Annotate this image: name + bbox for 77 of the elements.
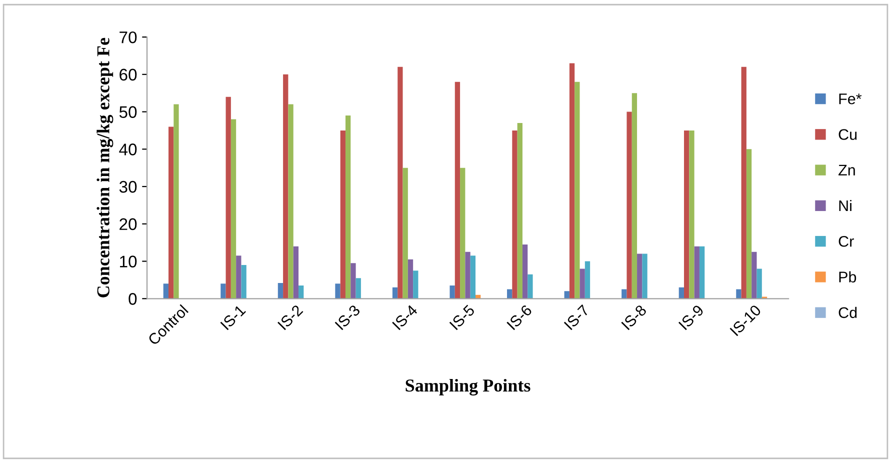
bar <box>340 130 346 299</box>
bar <box>564 291 570 299</box>
bar <box>746 149 752 299</box>
bar <box>699 246 705 299</box>
bar <box>752 252 757 299</box>
bar <box>392 287 398 299</box>
bar <box>642 254 648 299</box>
bar <box>335 284 340 299</box>
bar <box>402 168 408 299</box>
y-tick-label: 20 <box>120 218 137 230</box>
bar <box>450 286 455 299</box>
legend-label: Zn <box>838 164 855 176</box>
x-tick-label: IS-1 <box>220 304 246 330</box>
bar <box>288 104 294 299</box>
bar <box>632 93 638 299</box>
x-tick-label: IS-3 <box>334 304 361 330</box>
x-tick-label: IS-2 <box>277 304 304 330</box>
x-tick-label: IS-4 <box>392 304 418 330</box>
bar <box>460 168 466 299</box>
bar <box>398 66 403 299</box>
bar <box>356 278 361 299</box>
bar <box>470 256 476 299</box>
bar <box>168 126 174 299</box>
bar <box>236 256 242 299</box>
bar <box>278 282 284 299</box>
y-axis-title: Concentration in mg/kg except Fe <box>96 38 114 298</box>
x-tick-label: IS-9 <box>678 304 704 330</box>
bar <box>283 74 288 299</box>
bar <box>454 82 460 299</box>
bar <box>584 261 590 299</box>
bar <box>517 122 522 299</box>
bar <box>580 268 585 299</box>
bar <box>756 268 762 299</box>
y-tick-label: 50 <box>119 106 137 118</box>
bar <box>298 286 304 299</box>
x-tick-label: IS-6 <box>506 304 533 330</box>
x-axis-title: Sampling Points <box>406 378 530 396</box>
bar <box>465 252 470 299</box>
legend-label: Fe* <box>839 94 862 104</box>
y-tick-label: 0 <box>128 293 137 305</box>
bar <box>528 274 533 299</box>
bar <box>574 82 580 299</box>
bar <box>230 119 236 299</box>
y-tick-label: 70 <box>120 31 137 44</box>
bar <box>174 104 179 299</box>
legend-label: Pb <box>839 271 856 282</box>
legend-label: Cr <box>838 236 854 247</box>
legend-label: Cu <box>838 129 857 140</box>
x-tick-label: IS-8 <box>621 304 648 330</box>
legend-label: Ni <box>839 200 852 212</box>
bar <box>512 130 518 299</box>
legend-label: Cd <box>838 306 857 318</box>
bar <box>736 289 742 299</box>
bar <box>637 254 642 299</box>
x-tick-label: IS-5 <box>449 304 476 330</box>
bar <box>413 270 418 299</box>
bar <box>626 112 632 299</box>
bar <box>678 287 684 299</box>
bar <box>345 116 351 299</box>
bar <box>569 63 575 299</box>
y-tick-label: 10 <box>120 256 137 268</box>
y-tick-label: 40 <box>119 144 137 156</box>
bar <box>226 96 231 299</box>
bar <box>694 246 700 299</box>
bar <box>163 284 168 299</box>
bar <box>350 263 356 299</box>
bar <box>684 130 690 299</box>
y-tick-label: 60 <box>120 68 137 81</box>
y-tick-label: 30 <box>119 180 137 193</box>
bar <box>293 246 299 299</box>
bar <box>408 259 414 299</box>
x-tick-label: IS-7 <box>564 304 590 330</box>
bar <box>220 284 226 299</box>
bar <box>522 244 528 299</box>
bar <box>741 66 746 299</box>
bar <box>689 130 694 299</box>
bar <box>241 265 246 299</box>
